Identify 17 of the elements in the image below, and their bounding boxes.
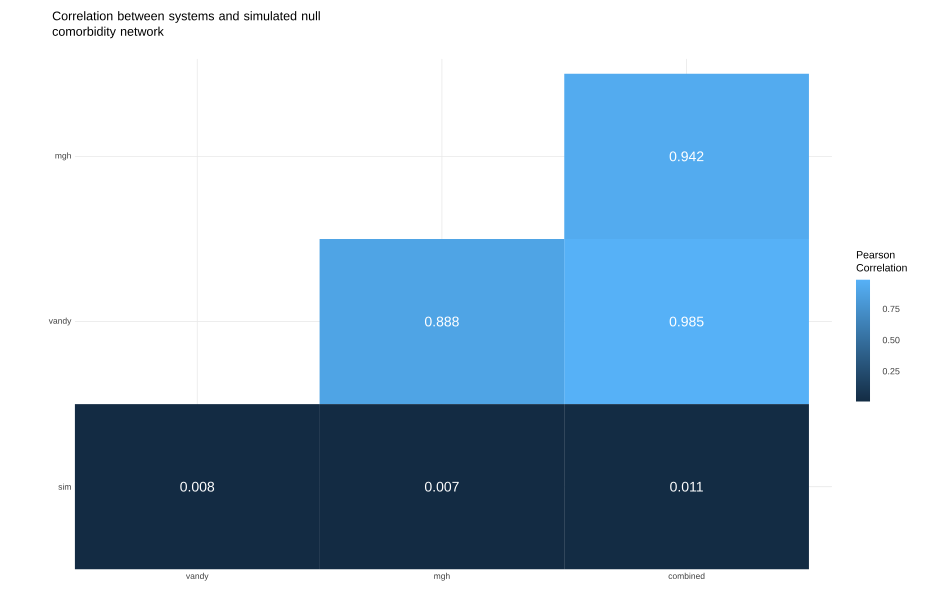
data-label: 0.942 xyxy=(670,151,704,162)
color-bar-label: 0.75 xyxy=(882,306,900,312)
data-label: 0.985 xyxy=(670,316,704,326)
color-bar-label: 0.25 xyxy=(882,368,900,374)
chart-title: Correlation between systems and simulated null comorbidity network xyxy=(52,11,320,38)
x-tick-label: combined xyxy=(668,572,704,579)
y-tick-label: mgh xyxy=(55,152,71,160)
color-bar-label: 0.50 xyxy=(882,336,900,344)
data-label: 0.011 xyxy=(670,482,703,492)
x-tick-label: vandy xyxy=(186,572,209,581)
data-label: 0.888 xyxy=(424,316,459,326)
x-tick-label: mgh xyxy=(434,572,450,581)
y-tick-label: vandy xyxy=(48,317,72,326)
color-bar-title: Pearson Correlation xyxy=(856,251,907,272)
data-label: 0.008 xyxy=(180,482,214,492)
y-tick-label: sim xyxy=(58,483,71,490)
data-label: 0.007 xyxy=(424,482,459,492)
